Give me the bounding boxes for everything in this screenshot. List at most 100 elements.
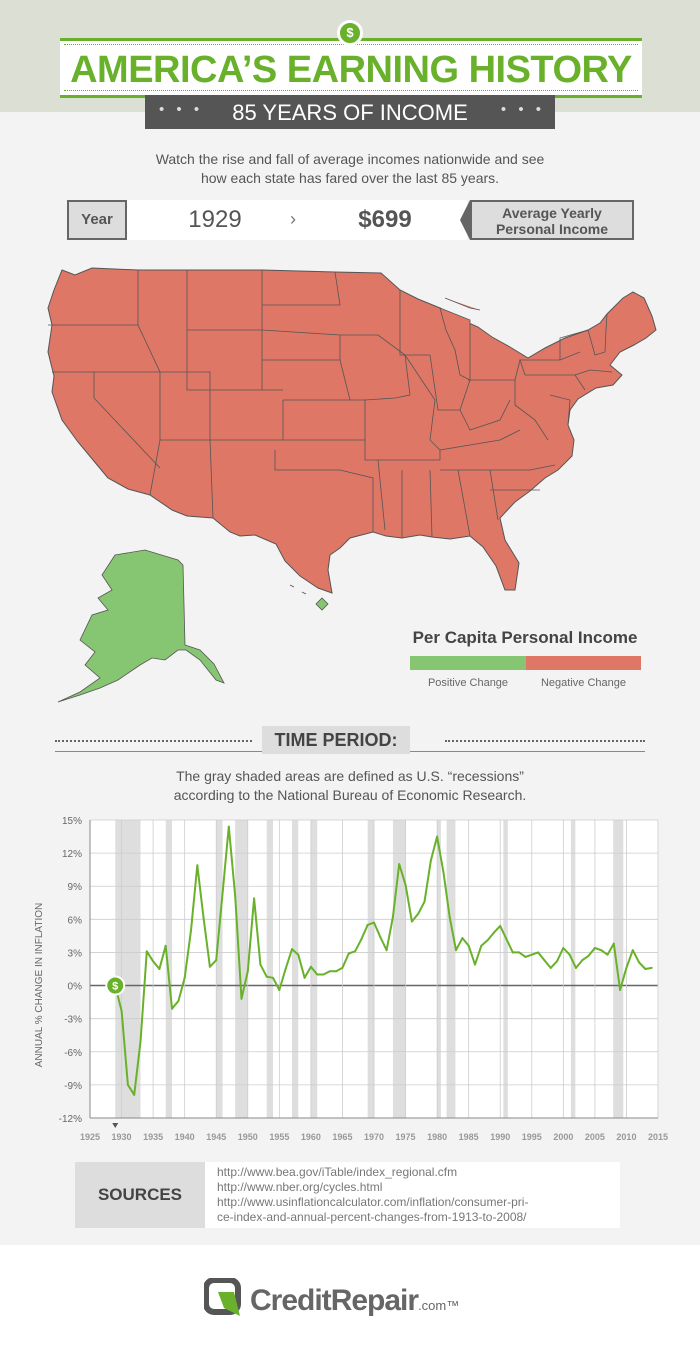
data-point [467,944,470,947]
recession-band [216,820,223,1118]
data-point [593,947,596,950]
data-point [499,924,502,927]
sources-list: http://www.bea.gov/iTable/index_regional… [205,1162,620,1228]
data-point [473,963,476,966]
data-point [587,954,590,957]
year-label: Year [67,200,127,240]
data-point [278,988,281,991]
data-point [448,916,451,919]
data-point [581,959,584,962]
x-tick-label: 1960 [301,1132,321,1142]
data-point [612,942,615,945]
credit-repair-logo-icon[interactable] [204,1278,244,1318]
legend-negative-swatch [526,656,641,670]
x-tick-label: 1940 [175,1132,195,1142]
x-tick-label: 2005 [585,1132,605,1142]
data-point [455,949,458,952]
y-tick-label: -6% [64,1048,82,1059]
data-point [391,916,394,919]
data-point [303,976,306,979]
selected-year-marker [105,975,126,996]
data-point [284,968,287,970]
data-point [505,938,508,941]
data-point [568,953,571,956]
data-point [385,949,388,952]
data-point [442,870,445,873]
selected-year-pointer-icon [112,1123,119,1128]
recession-note-line-1: The gray shaded areas are defined as U.S… [176,768,524,784]
hawaii-shape[interactable] [289,584,329,611]
recession-band [266,820,274,1118]
income-value: $699 [358,206,412,233]
income-label: Average Yearly Personal Income [470,200,634,240]
data-point [290,948,293,951]
data-point [429,859,432,862]
income-label-arrow-icon [460,200,470,240]
intro-text: Watch the rise and fall of average incom… [100,150,600,188]
y-tick-label: 0% [68,982,83,993]
x-tick-label: 2000 [553,1132,573,1142]
legend-negative-label: Negative Change [540,677,626,689]
subtitle-bar: • • • 85 YEARS OF INCOME • • • [145,95,555,129]
data-point [196,864,199,867]
year-value-panel [127,200,467,240]
state-borders [48,270,613,538]
data-point [530,953,533,956]
x-tick-label: 1970 [364,1132,384,1142]
time-period-title: TIME PERIOD: [262,726,410,754]
data-point [486,939,489,942]
data-point [650,966,653,969]
recession-band [310,820,318,1118]
legend-positive-label: Positive Change [427,677,509,689]
time-period-divider-right [445,740,645,742]
us48-shape[interactable] [47,267,657,594]
data-point [366,923,369,926]
income-label-line-2: Personal Income [495,221,609,237]
year-value[interactable]: 1929 [188,206,242,233]
data-point [316,973,319,976]
y-tick-label: 12% [62,849,82,860]
source-link[interactable]: http://www.usinflationcalculator.com/inf… [217,1195,529,1209]
data-point [126,1083,129,1086]
x-tick-label: 1930 [112,1132,132,1142]
subtitle-dots-right: • • • [500,101,545,118]
data-point [556,960,559,963]
data-point [309,965,312,968]
data-point [347,952,350,955]
data-point [461,937,464,940]
data-point [322,973,325,976]
data-point [562,947,565,950]
source-link[interactable]: ce-index-and-annual-percent-changes-from… [217,1210,527,1224]
x-tick-label: 1950 [238,1132,258,1142]
data-point [297,953,300,956]
x-tick-label: 1995 [522,1132,542,1142]
data-point [272,976,275,979]
legend-positive-swatch [410,656,526,670]
x-tick-label: 1990 [490,1132,510,1142]
data-point [341,966,344,969]
x-tick-label: 1975 [396,1132,416,1142]
data-point [379,935,382,938]
credit-repair-logo-text[interactable]: CreditRepair.com™ [250,1284,459,1318]
data-point [492,931,495,934]
data-point [360,938,363,941]
data-point [328,970,331,973]
data-point [480,944,483,947]
data-point [202,917,205,920]
data-point [398,863,401,866]
source-link[interactable]: http://www.bea.gov/iTable/index_regional… [217,1165,458,1179]
data-point [373,921,375,924]
intro-line-1: Watch the rise and fall of average incom… [155,151,545,167]
data-point [600,949,603,952]
selected-year-marker-label: $ [112,981,118,993]
michigan-shape [439,297,481,381]
y-tick-label: -3% [64,1015,82,1026]
data-point [518,951,521,954]
contiguous-us[interactable] [47,267,657,594]
source-link[interactable]: http://www.nber.org/cycles.html [217,1180,383,1194]
recession-band [446,820,456,1118]
data-point [537,951,540,954]
inflation-line-chart: 15% 12% 9% 6% 3% 0% -3% -6% -9% -12% 1925 1930 1935 1… [34,816,668,1142]
alaska-shape[interactable] [57,549,225,703]
recession-band [437,820,441,1118]
